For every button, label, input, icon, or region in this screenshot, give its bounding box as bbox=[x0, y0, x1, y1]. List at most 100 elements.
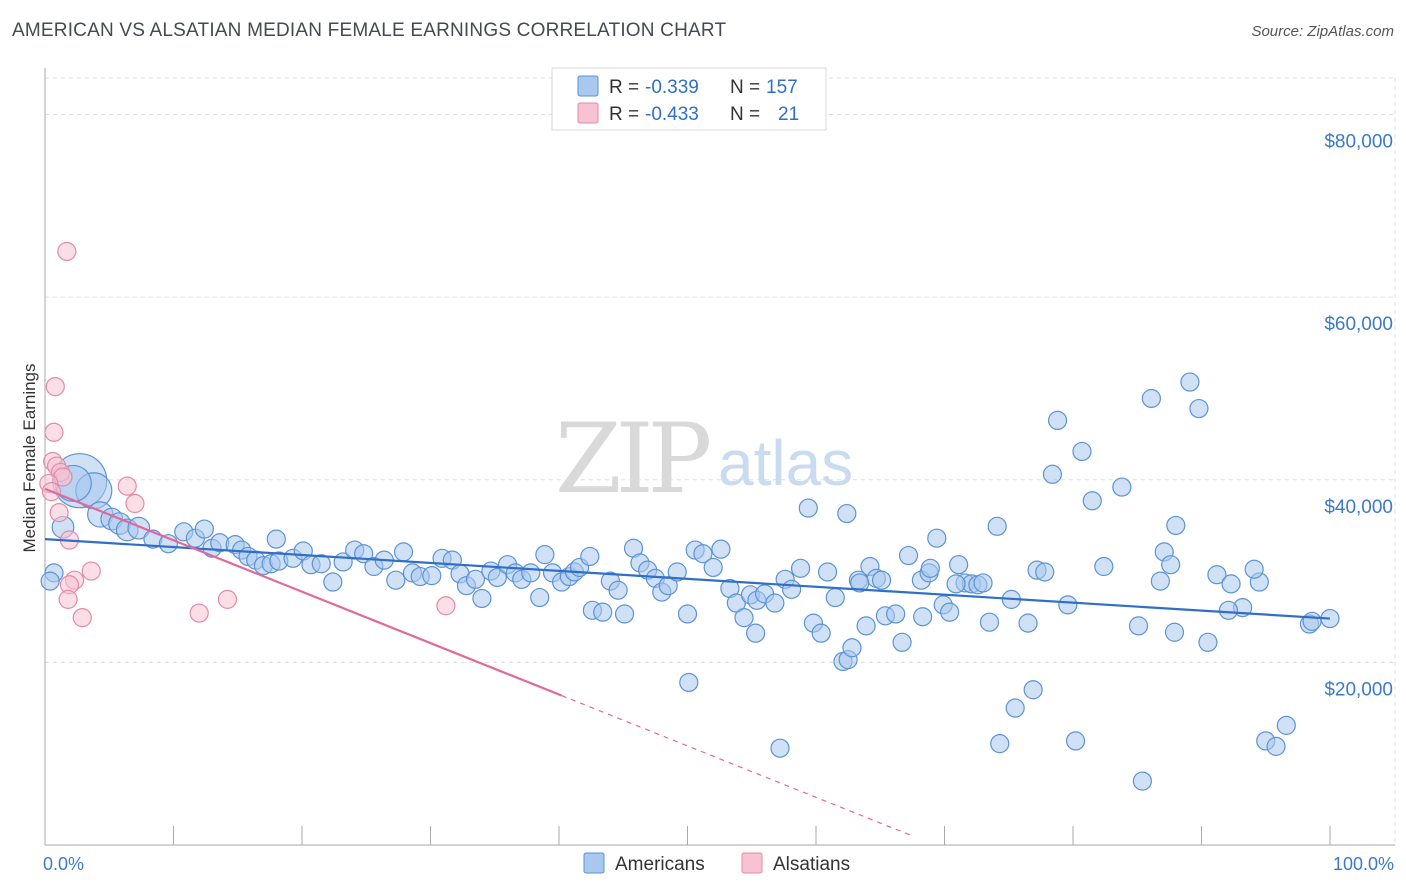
x-tick-max: 100.0% bbox=[1333, 854, 1394, 874]
americans-point-150 bbox=[990, 734, 1010, 754]
chart-title: AMERICAN VS ALSATIAN MEDIAN FEMALE EARNI… bbox=[12, 20, 727, 41]
alsatians-point-9 bbox=[49, 503, 69, 523]
americans-point-148 bbox=[946, 574, 966, 594]
americans-point-118 bbox=[1018, 613, 1038, 633]
y-tick-label-0: $20,000 bbox=[1324, 679, 1393, 700]
legend-r-label-1: R = bbox=[609, 77, 639, 98]
alsatians-point-16 bbox=[58, 589, 78, 609]
y-axis-label: Median Female Earnings bbox=[20, 364, 39, 553]
axes bbox=[44, 68, 1395, 846]
americans-point-46 bbox=[472, 588, 492, 609]
americans-point-37 bbox=[393, 542, 414, 562]
americans-point-140 bbox=[1266, 736, 1286, 756]
americans-point-65 bbox=[614, 604, 635, 624]
y-tick-label-2: $60,000 bbox=[1324, 314, 1393, 335]
americans-point-132 bbox=[1180, 372, 1200, 392]
americans-point-124 bbox=[1082, 491, 1102, 511]
americans-point-85 bbox=[765, 593, 785, 613]
alsatians-point-0 bbox=[57, 241, 77, 262]
alsatians-point-18 bbox=[189, 603, 209, 623]
americans-point-36 bbox=[386, 570, 406, 590]
americans-point-158 bbox=[1150, 571, 1170, 591]
americans-point-122 bbox=[1058, 595, 1078, 615]
americans-point-30 bbox=[323, 572, 343, 592]
americans-point-96 bbox=[842, 638, 862, 658]
americans-point-125 bbox=[1094, 556, 1114, 577]
americans-point-6 bbox=[40, 571, 60, 591]
americans-point-64 bbox=[608, 580, 628, 600]
americans-point-103 bbox=[892, 632, 912, 652]
americans-point-116 bbox=[987, 516, 1007, 536]
americans-point-115 bbox=[979, 612, 1000, 632]
americans-point-151 bbox=[1023, 680, 1043, 700]
americans-point-52 bbox=[521, 563, 541, 583]
legend-r-value-1: -0.339 bbox=[645, 77, 699, 98]
americans-point-15 bbox=[194, 519, 214, 539]
americans-point-29 bbox=[311, 554, 331, 574]
americans-point-62 bbox=[593, 602, 613, 622]
americans-point-160 bbox=[679, 672, 699, 693]
americans-point-107 bbox=[927, 528, 947, 548]
legend-n-value-2: 21 bbox=[778, 104, 799, 125]
americans-point-146 bbox=[850, 573, 870, 593]
americans-point-80 bbox=[734, 608, 754, 628]
americans-point-156 bbox=[1065, 731, 1086, 751]
alsatians-point-19 bbox=[217, 589, 238, 609]
trend-lines bbox=[44, 487, 1331, 837]
americans-point-72 bbox=[667, 562, 687, 582]
alsatians-point-1 bbox=[45, 377, 65, 397]
y-tick-label-3: $80,000 bbox=[1324, 132, 1393, 153]
americans-point-109 bbox=[940, 602, 960, 622]
alsatians-point-13 bbox=[81, 561, 101, 581]
americans-point-48 bbox=[487, 567, 507, 588]
americans-point-73 bbox=[677, 604, 698, 624]
legend: R = -0.339 N = 157 R = -0.433 N = 21 bbox=[551, 67, 827, 131]
americans-point-45 bbox=[465, 569, 486, 589]
americans-point-54 bbox=[535, 545, 555, 565]
americans-point-40 bbox=[422, 566, 442, 586]
americans-point-159 bbox=[770, 738, 790, 758]
americans-point-128 bbox=[1141, 388, 1161, 409]
americans-point-114 bbox=[973, 573, 993, 593]
americans-point-100 bbox=[871, 570, 892, 590]
trend-line-alsatians-extension bbox=[561, 694, 913, 837]
americans-point-93 bbox=[825, 587, 845, 608]
americans-point-136 bbox=[1221, 574, 1241, 594]
legend-n-label-1: N = bbox=[730, 77, 760, 98]
americans-point-75 bbox=[693, 544, 713, 564]
x-tick-min: 0.0% bbox=[43, 854, 84, 874]
americans-point-77 bbox=[711, 539, 731, 559]
americans-point-153 bbox=[1132, 771, 1152, 791]
americans-point-120 bbox=[1042, 464, 1063, 484]
americans-point-149 bbox=[1005, 698, 1025, 718]
americans-point-104 bbox=[898, 545, 919, 566]
americans-point-161 bbox=[856, 616, 876, 636]
americans-point-134 bbox=[1198, 632, 1218, 652]
americans-point-130 bbox=[1161, 555, 1181, 575]
americans-point-147 bbox=[913, 607, 933, 627]
watermark-zip: ZIP bbox=[555, 403, 710, 515]
alsatians-point-2 bbox=[44, 422, 64, 442]
americans-point-88 bbox=[790, 558, 811, 578]
americans-point-155 bbox=[1244, 559, 1264, 579]
alsatians-point-11 bbox=[125, 493, 145, 514]
source-label: Source: ZipAtlas.com bbox=[1251, 23, 1394, 40]
americans-point-157 bbox=[1218, 600, 1239, 620]
americans-point-91 bbox=[811, 623, 831, 643]
americans-point-154 bbox=[1164, 622, 1185, 642]
americans-point-60 bbox=[580, 546, 600, 567]
americans-point-143 bbox=[1302, 611, 1322, 631]
bottom-legend-alsatians: Alsatians bbox=[773, 854, 850, 875]
trend-line-alsatians bbox=[44, 487, 562, 697]
legend-n-label-2: N = bbox=[730, 104, 760, 125]
bottom-legend-americans: Americans bbox=[615, 854, 705, 875]
americans-point-123 bbox=[1072, 441, 1092, 462]
americans-point-53 bbox=[530, 587, 550, 608]
americans-point-133 bbox=[1189, 398, 1209, 419]
y-tick-label-1: $40,000 bbox=[1324, 497, 1393, 518]
americans-point-25 bbox=[266, 529, 286, 549]
americans-point-127 bbox=[1128, 616, 1149, 636]
americans-point-110 bbox=[949, 555, 969, 575]
americans-point-141 bbox=[1276, 715, 1296, 735]
